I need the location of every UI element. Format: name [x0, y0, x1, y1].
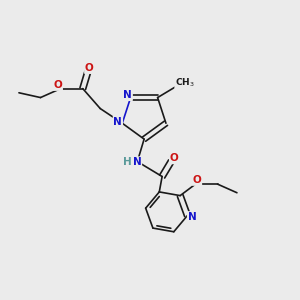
- Text: H: H: [123, 157, 132, 167]
- Text: O: O: [85, 63, 94, 73]
- Text: O: O: [193, 175, 201, 185]
- Text: N: N: [133, 157, 141, 167]
- Text: O: O: [53, 80, 62, 90]
- Text: CH$_3$: CH$_3$: [175, 77, 195, 89]
- Text: N: N: [123, 90, 132, 100]
- Text: N: N: [113, 117, 122, 127]
- Text: O: O: [170, 153, 178, 164]
- Text: N: N: [188, 212, 197, 222]
